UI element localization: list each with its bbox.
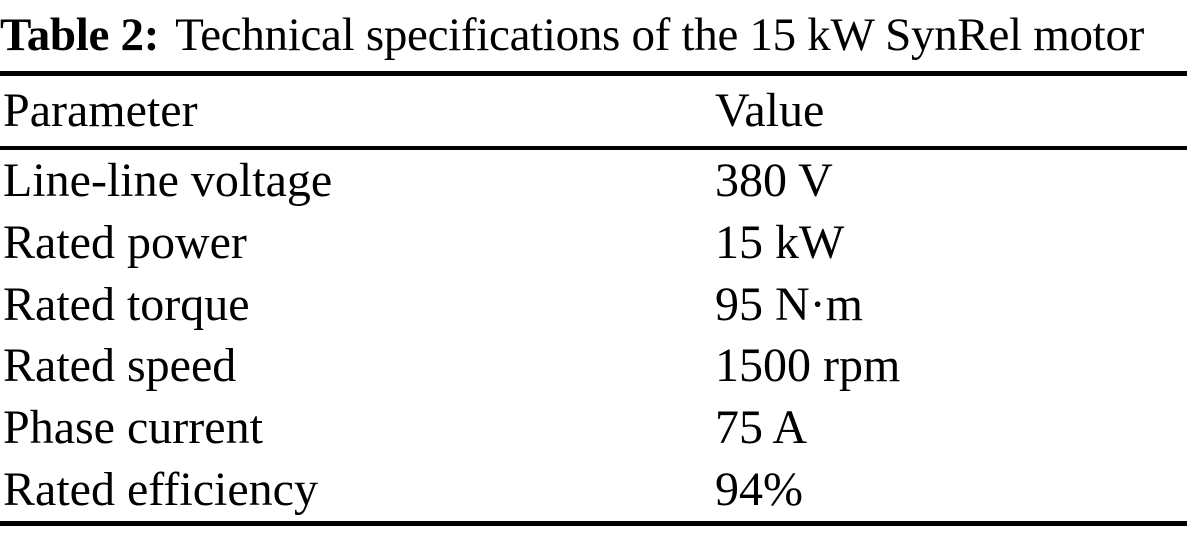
parameter-cell: Line-line voltage (3, 154, 333, 207)
table-header-row: Parameter Value (0, 76, 1187, 146)
value-cell: 380 V (715, 154, 833, 207)
value-cell: 75 A (715, 401, 808, 455)
parameter-cell: Rated speed (3, 339, 237, 393)
column-header-parameter: Parameter (3, 84, 198, 137)
table-row: Line-line voltage 380 V (0, 150, 1187, 212)
value-cell: 94% (715, 462, 803, 516)
parameter-cell: Rated torque (3, 277, 250, 331)
parameter-cell: Rated power (3, 215, 247, 269)
table-row: Rated efficiency 94% (0, 459, 1187, 521)
value-cell: 15 kW (715, 215, 845, 269)
table-row: Rated speed 1500 rpm (0, 335, 1187, 397)
table-row: Phase current 75 A (0, 397, 1187, 459)
column-header-value: Value (715, 84, 825, 137)
table-caption: Table 2: Technical specifications of the … (0, 0, 1187, 71)
table-body: Line-line voltage 380 V Rated power 15 kW Ra… (0, 150, 1187, 521)
table-row: Rated power 15 kW (0, 212, 1187, 274)
table-top-rule (0, 71, 1187, 76)
table-caption-text: Technical specifications of the 15 kW Sy… (175, 9, 1144, 61)
value-cell: 95 N·m (715, 277, 863, 331)
parameter-cell: Rated efficiency (3, 462, 318, 516)
table-caption-label: Table 2: (0, 9, 160, 61)
value-cell: 1500 rpm (715, 339, 901, 393)
table-row: Rated torque 95 N·m (0, 274, 1187, 336)
table-bottom-rule (0, 520, 1187, 526)
parameter-cell: Phase current (3, 401, 263, 455)
table-header-rule (0, 146, 1187, 150)
